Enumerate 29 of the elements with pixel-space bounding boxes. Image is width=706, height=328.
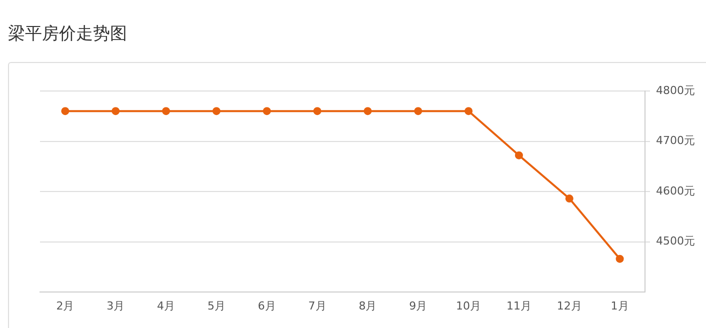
y-tick-label: 4700元 [656,134,695,148]
point [464,107,473,116]
y-tick-label: 4800元 [656,84,695,97]
x-tick-label: 6月 [258,299,276,312]
x-tick-label: 9月 [409,299,428,312]
point [262,107,271,116]
point [565,194,574,203]
point [514,151,523,160]
y-tick-label: 4600元 [656,184,695,198]
x-tick-label: 7月 [308,299,326,312]
point [364,107,372,116]
point [212,107,220,116]
x-tick-label: 11月 [506,299,532,312]
point [414,107,422,116]
y-tick-label: 4500元 [656,234,695,248]
x-tick-label: 4月 [157,299,176,312]
chart-title: 梁平房价走势图 [8,23,127,45]
x-tick-label: 5月 [207,299,226,312]
x-tick-label: 12月 [556,299,582,312]
point [616,254,624,263]
x-tick-label: 10月 [456,299,482,312]
point [112,107,120,116]
point [162,107,170,116]
x-tick-label: 3月 [106,299,125,312]
point [61,107,70,116]
x-tick-label: 8月 [358,299,377,312]
x-tick-label: 2月 [56,299,74,312]
point [313,107,322,116]
x-tick-label: 1月 [610,299,629,312]
